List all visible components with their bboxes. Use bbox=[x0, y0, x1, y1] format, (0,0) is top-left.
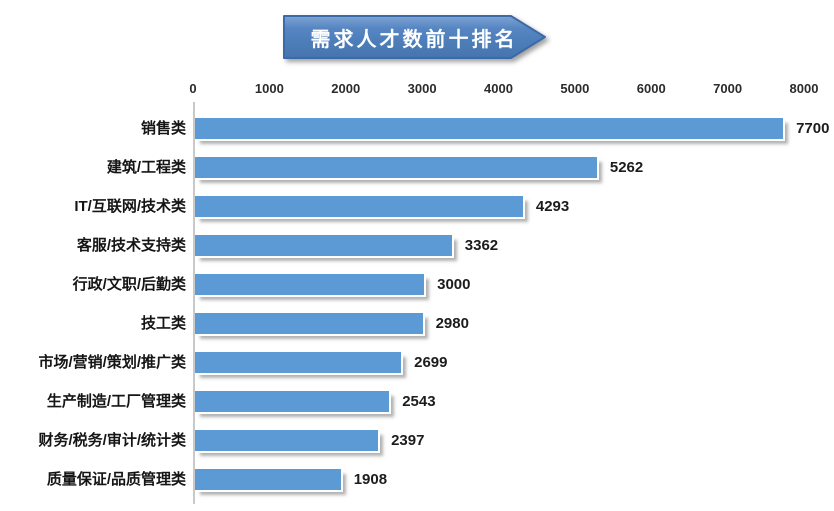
value-label: 1908 bbox=[353, 470, 388, 488]
bar bbox=[195, 274, 425, 296]
value-label: 3362 bbox=[464, 236, 499, 254]
category-label: IT/互联网/技术类 bbox=[74, 197, 186, 215]
x-tick-label: 3000 bbox=[407, 81, 437, 96]
bar bbox=[195, 235, 452, 257]
value-label: 3000 bbox=[437, 275, 471, 293]
bar bbox=[195, 313, 423, 335]
category-label: 建筑/工程类 bbox=[106, 158, 186, 176]
x-tick-label: 1000 bbox=[254, 81, 284, 96]
category-label: 技工类 bbox=[140, 314, 186, 332]
value-label: 2699 bbox=[414, 353, 448, 371]
value-label: 7700 bbox=[796, 119, 830, 137]
value-label: 2543 bbox=[402, 392, 436, 410]
bar bbox=[195, 118, 784, 139]
category-label: 财务/税务/审计/统计类 bbox=[38, 431, 186, 449]
bar bbox=[195, 430, 379, 452]
category-label: 质量保证/品质管理类 bbox=[46, 470, 186, 488]
bar bbox=[195, 352, 402, 374]
category-label: 行政/文职/后勤类 bbox=[72, 275, 186, 293]
x-tick-label: 4000 bbox=[484, 81, 513, 96]
x-tick-label: 8000 bbox=[789, 81, 819, 96]
x-tick-label: 5000 bbox=[560, 81, 590, 96]
x-tick-label: 6000 bbox=[636, 81, 666, 96]
x-tick-label: 2000 bbox=[331, 81, 361, 96]
y-axis-line bbox=[193, 102, 195, 504]
x-tick-label: 0 bbox=[189, 81, 197, 96]
value-label: 2397 bbox=[391, 431, 425, 449]
banner-pentagon bbox=[283, 15, 546, 59]
value-label: 4293 bbox=[535, 197, 570, 215]
category-label: 客服/技术支持类 bbox=[76, 236, 186, 254]
bar bbox=[195, 391, 390, 413]
bar bbox=[195, 469, 341, 491]
category-label: 销售类 bbox=[140, 119, 186, 137]
category-label: 生产制造/工厂管理类 bbox=[46, 392, 186, 410]
title-banner-shape bbox=[283, 15, 546, 59]
value-label: 2980 bbox=[435, 314, 469, 332]
category-label: 市场/营销/策划/推广类 bbox=[38, 353, 186, 371]
x-tick-label: 7000 bbox=[713, 81, 743, 96]
bar bbox=[195, 157, 597, 179]
value-label: 5262 bbox=[609, 158, 644, 176]
bar bbox=[195, 196, 523, 218]
